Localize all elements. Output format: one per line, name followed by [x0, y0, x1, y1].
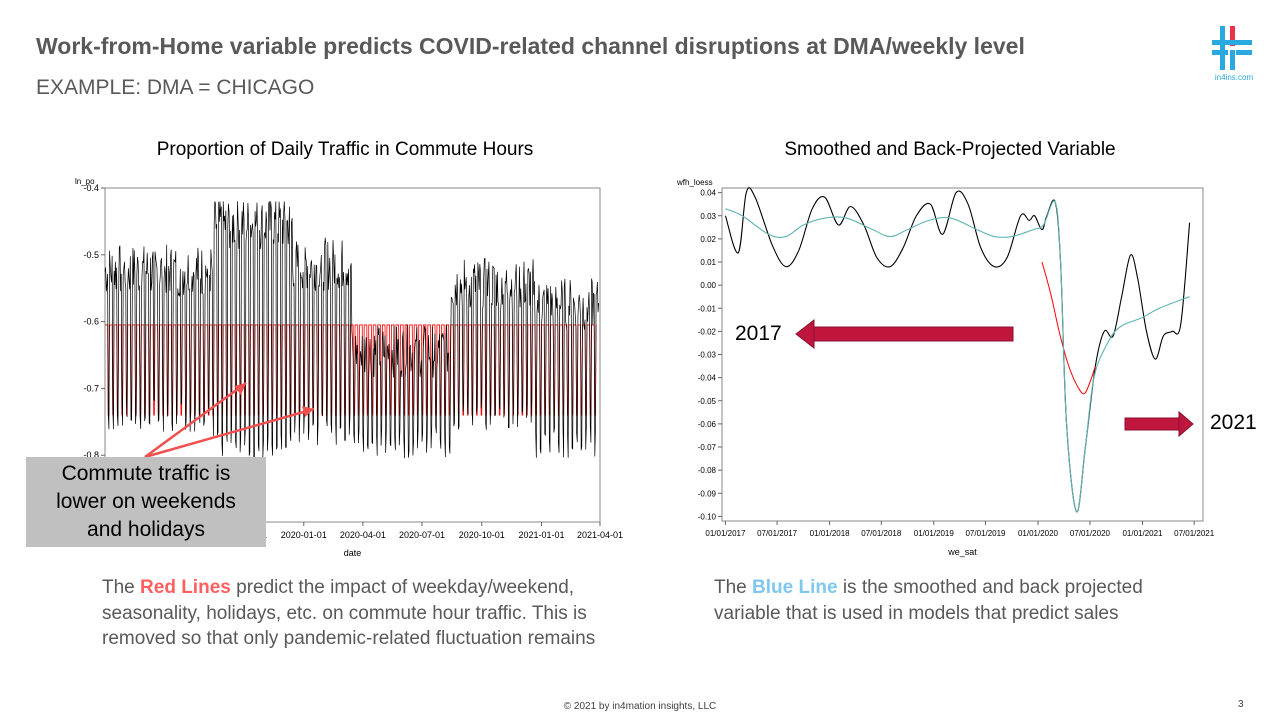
company-logo: in4ins.com	[1204, 18, 1270, 84]
weekend-callout-box: Commute traffic is lower on weekends and…	[26, 457, 266, 547]
right-chart-title: Smoothed and Back-Projected Variable	[784, 139, 1116, 160]
callout-line: and holidays	[87, 518, 205, 541]
y-tick-label: -0.6	[83, 317, 99, 327]
x-tick-label: 07/01/2018	[861, 529, 902, 538]
page-number: 3	[1238, 699, 1244, 710]
x-axis-label: we_sat	[947, 547, 977, 557]
y-tick-label: -0.4	[83, 183, 99, 193]
desc-text: The	[714, 577, 753, 598]
y-tick-label: -0.04	[698, 374, 717, 383]
callout-line: Commute traffic is	[61, 462, 231, 485]
y-tick-label: 0.03	[700, 212, 716, 221]
x-tick-label: 01/01/2017	[705, 529, 746, 538]
y-axis-label: ln_po	[75, 177, 95, 186]
x-tick-label: 2020-10-01	[459, 530, 505, 540]
x-tick-label: 07/01/2017	[757, 529, 798, 538]
page-title: Work-from-Home variable predicts COVID-r…	[36, 33, 1025, 59]
arrow-label-2017: 2017	[735, 322, 782, 345]
y-tick-label: 0.00	[700, 281, 716, 290]
left-chart-title: Proportion of Daily Traffic in Commute H…	[156, 139, 534, 160]
y-tick-label: 0.01	[700, 258, 716, 267]
copyright-footer: © 2021 by in4mation insights, LLC	[563, 701, 717, 712]
page-subtitle: EXAMPLE: DMA = CHICAGO	[36, 76, 315, 99]
x-tick-label: 01/01/2019	[914, 529, 955, 538]
y-tick-label: -0.07	[698, 443, 717, 452]
red-lines-description: The Red Lines predict the impact of week…	[102, 575, 602, 652]
y-tick-label: -0.7	[83, 383, 99, 393]
series-line-black-observed	[724, 187, 1191, 513]
blue-line-highlight: Blue Line	[752, 577, 838, 598]
x-tick-label: 2020-07-01	[399, 530, 445, 540]
desc-text: is the smoothed and back projected varia…	[714, 577, 1143, 624]
logo-text: in4ins.com	[1215, 73, 1254, 82]
y-axis-label: wfh_loess	[676, 178, 713, 187]
y-tick-label: -0.02	[698, 327, 717, 336]
plot-frame	[104, 187, 601, 523]
y-tick-label: -0.05	[698, 397, 717, 406]
x-tick-label: 01/01/2018	[810, 529, 851, 538]
x-tick-label: 01/01/2020	[1018, 529, 1059, 538]
y-tick-label: -0.08	[698, 466, 717, 475]
x-tick-label: 2021-04-01	[577, 530, 623, 540]
y-tick-label: -0.06	[698, 420, 717, 429]
x-tick-label: 2020-04-01	[340, 530, 386, 540]
y-tick-label: -0.01	[698, 304, 717, 313]
callout-line: lower on weekends	[56, 490, 236, 513]
y-tick-label: -0.09	[698, 489, 717, 498]
x-tick-label: 07/01/2019	[965, 529, 1006, 538]
arrow-label-2021: 2021	[1210, 411, 1257, 434]
arrow-right-2021	[1124, 410, 1194, 438]
y-tick-label: -0.10	[698, 512, 717, 521]
x-tick-label: 07/01/2020	[1070, 529, 1111, 538]
desc-text: predict the impact of weekday/weekend, s…	[102, 577, 596, 649]
x-tick-label: 2020-01-01	[281, 530, 327, 540]
y-tick-label: 0.02	[700, 235, 716, 244]
red-lines-highlight: Red Lines	[140, 577, 231, 598]
desc-text: The	[102, 577, 141, 598]
series-line-black-observed	[104, 201, 600, 459]
series-line-red-predicted	[1041, 261, 1096, 395]
y-tick-label: -0.8	[83, 450, 99, 460]
callout-pointer-arrows	[144, 381, 315, 459]
x-tick-label: 2021-01-01	[519, 530, 565, 540]
arrow-left-2017	[795, 318, 1014, 350]
wfh-variable-chart: wfh_loess we_sat 0.04 0.03 0.02 0.01 0.00 -0.01…	[676, 178, 1215, 557]
x-tick-label: 07/01/2021	[1174, 529, 1215, 538]
x-tick-label: 01/01/2021	[1122, 529, 1163, 538]
y-tick-label: -0.03	[698, 351, 717, 360]
blue-line-description: The Blue Line is the smoothed and back p…	[714, 575, 1214, 626]
x-axis-label: date	[344, 548, 362, 558]
series-line-blue-smoothed	[725, 200, 1190, 513]
y-tick-label: 0.04	[700, 189, 716, 198]
logo-cross-icon: in4ins.com	[1212, 26, 1254, 82]
y-tick-label: -0.5	[83, 250, 99, 260]
